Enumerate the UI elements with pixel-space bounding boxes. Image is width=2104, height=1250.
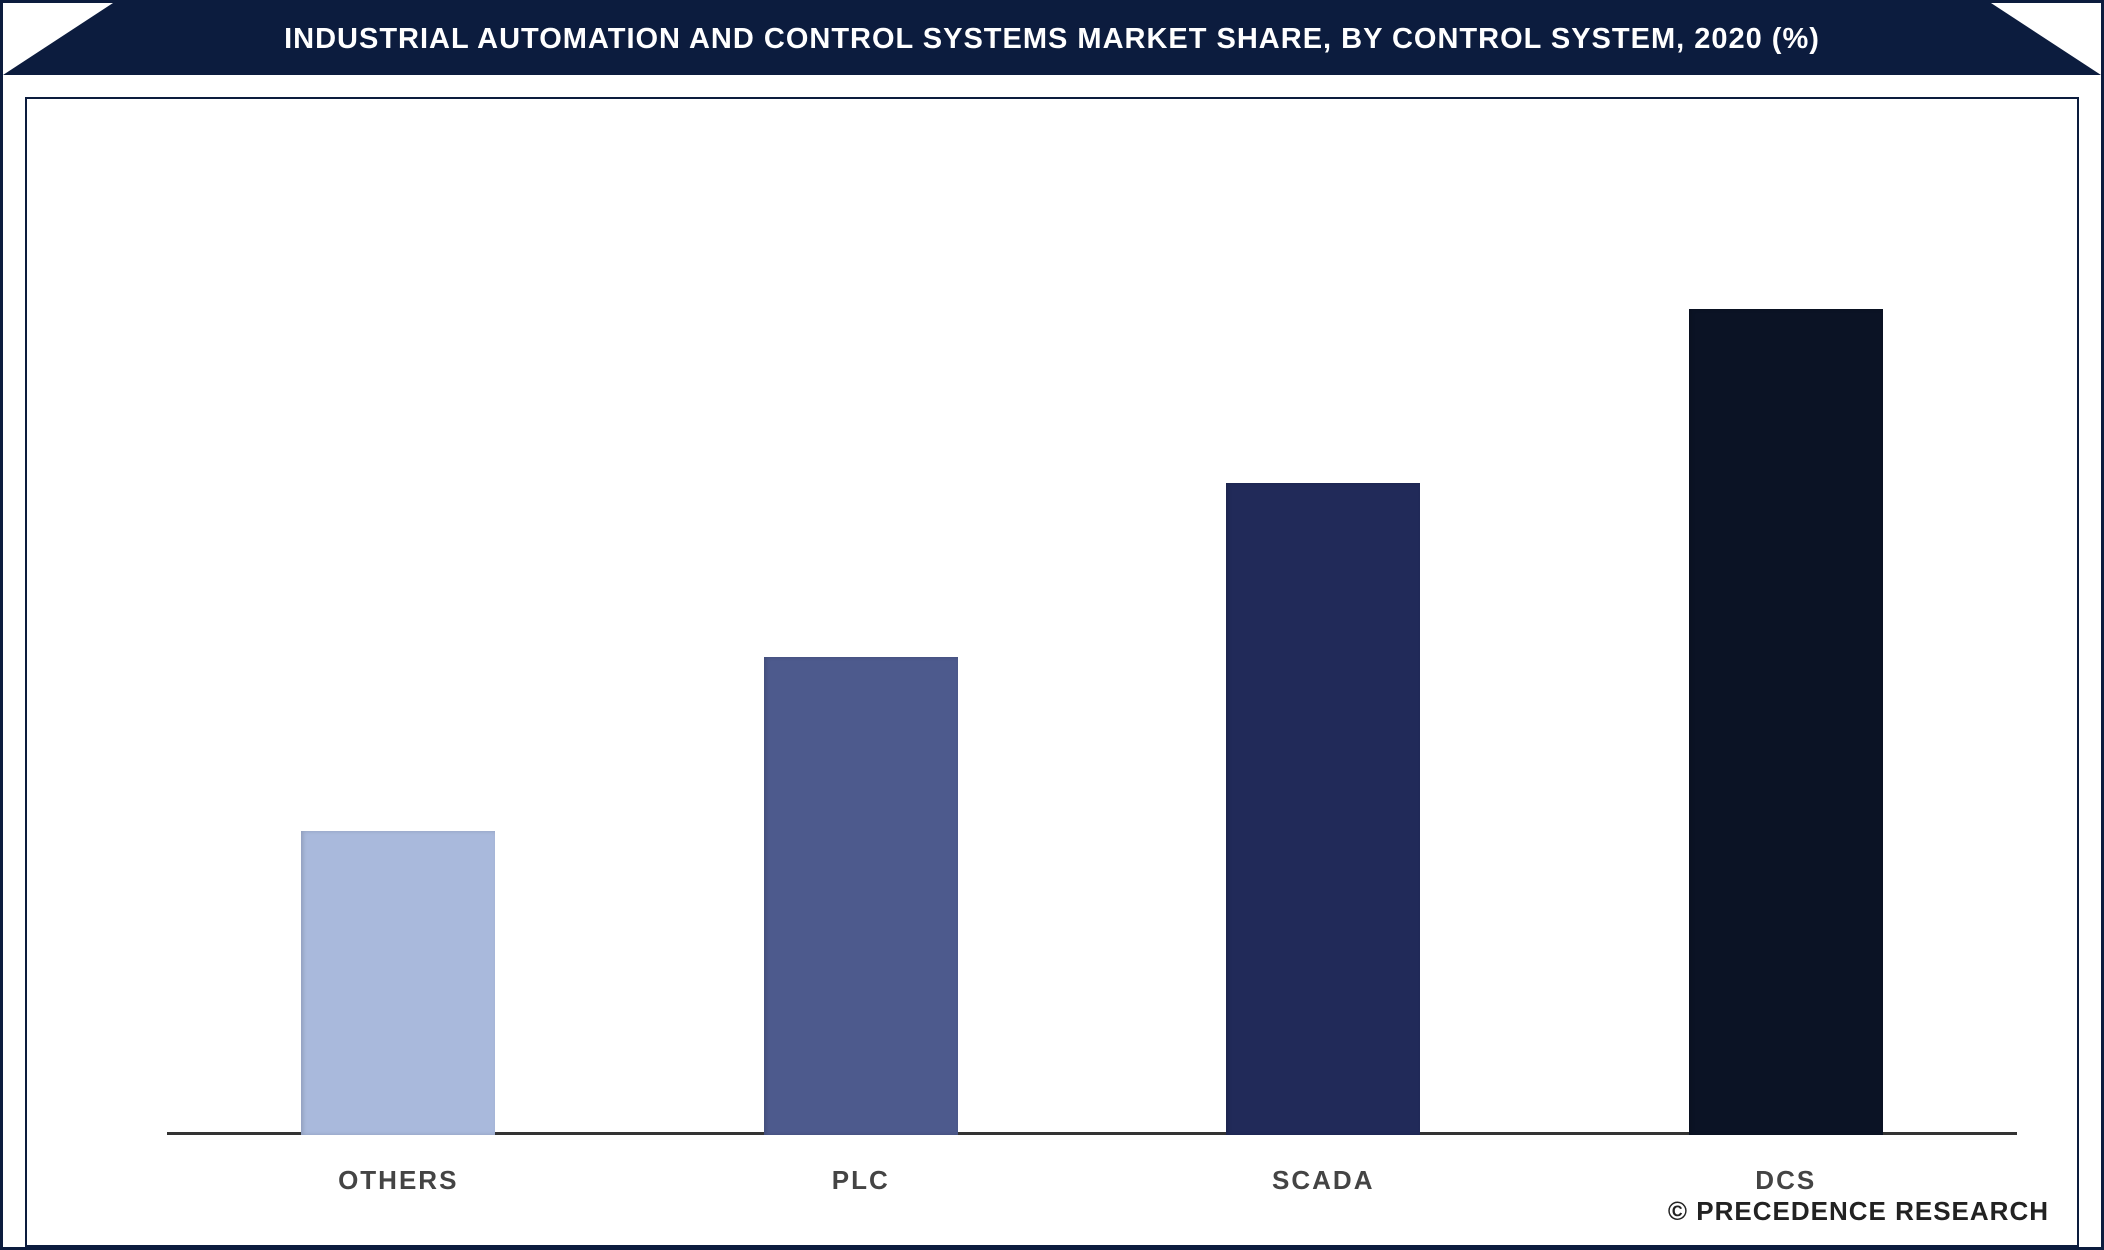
bar-scada [1226,483,1420,1136]
bar-plc [764,657,958,1136]
x-label-dcs: DCS [1755,1165,1816,1196]
x-label-scada: SCADA [1272,1165,1374,1196]
x-label-plc: PLC [832,1165,890,1196]
title-bar: INDUSTRIAL AUTOMATION AND CONTROL SYSTEM… [3,3,2101,75]
chart-title: INDUSTRIAL AUTOMATION AND CONTROL SYSTEM… [284,23,1820,56]
title-corner-left [3,3,113,75]
plot-frame: OTHERS PLC SCADA DCS © PRECEDENCE RESEARCH [25,97,2079,1247]
bar-others [301,831,495,1136]
bar-dcs [1689,309,1883,1136]
plot-area [167,169,2017,1135]
title-corner-right [1991,3,2101,75]
attribution-text: © PRECEDENCE RESEARCH [1668,1196,2049,1227]
chart-container: INDUSTRIAL AUTOMATION AND CONTROL SYSTEM… [0,0,2104,1250]
x-label-others: OTHERS [338,1165,458,1196]
